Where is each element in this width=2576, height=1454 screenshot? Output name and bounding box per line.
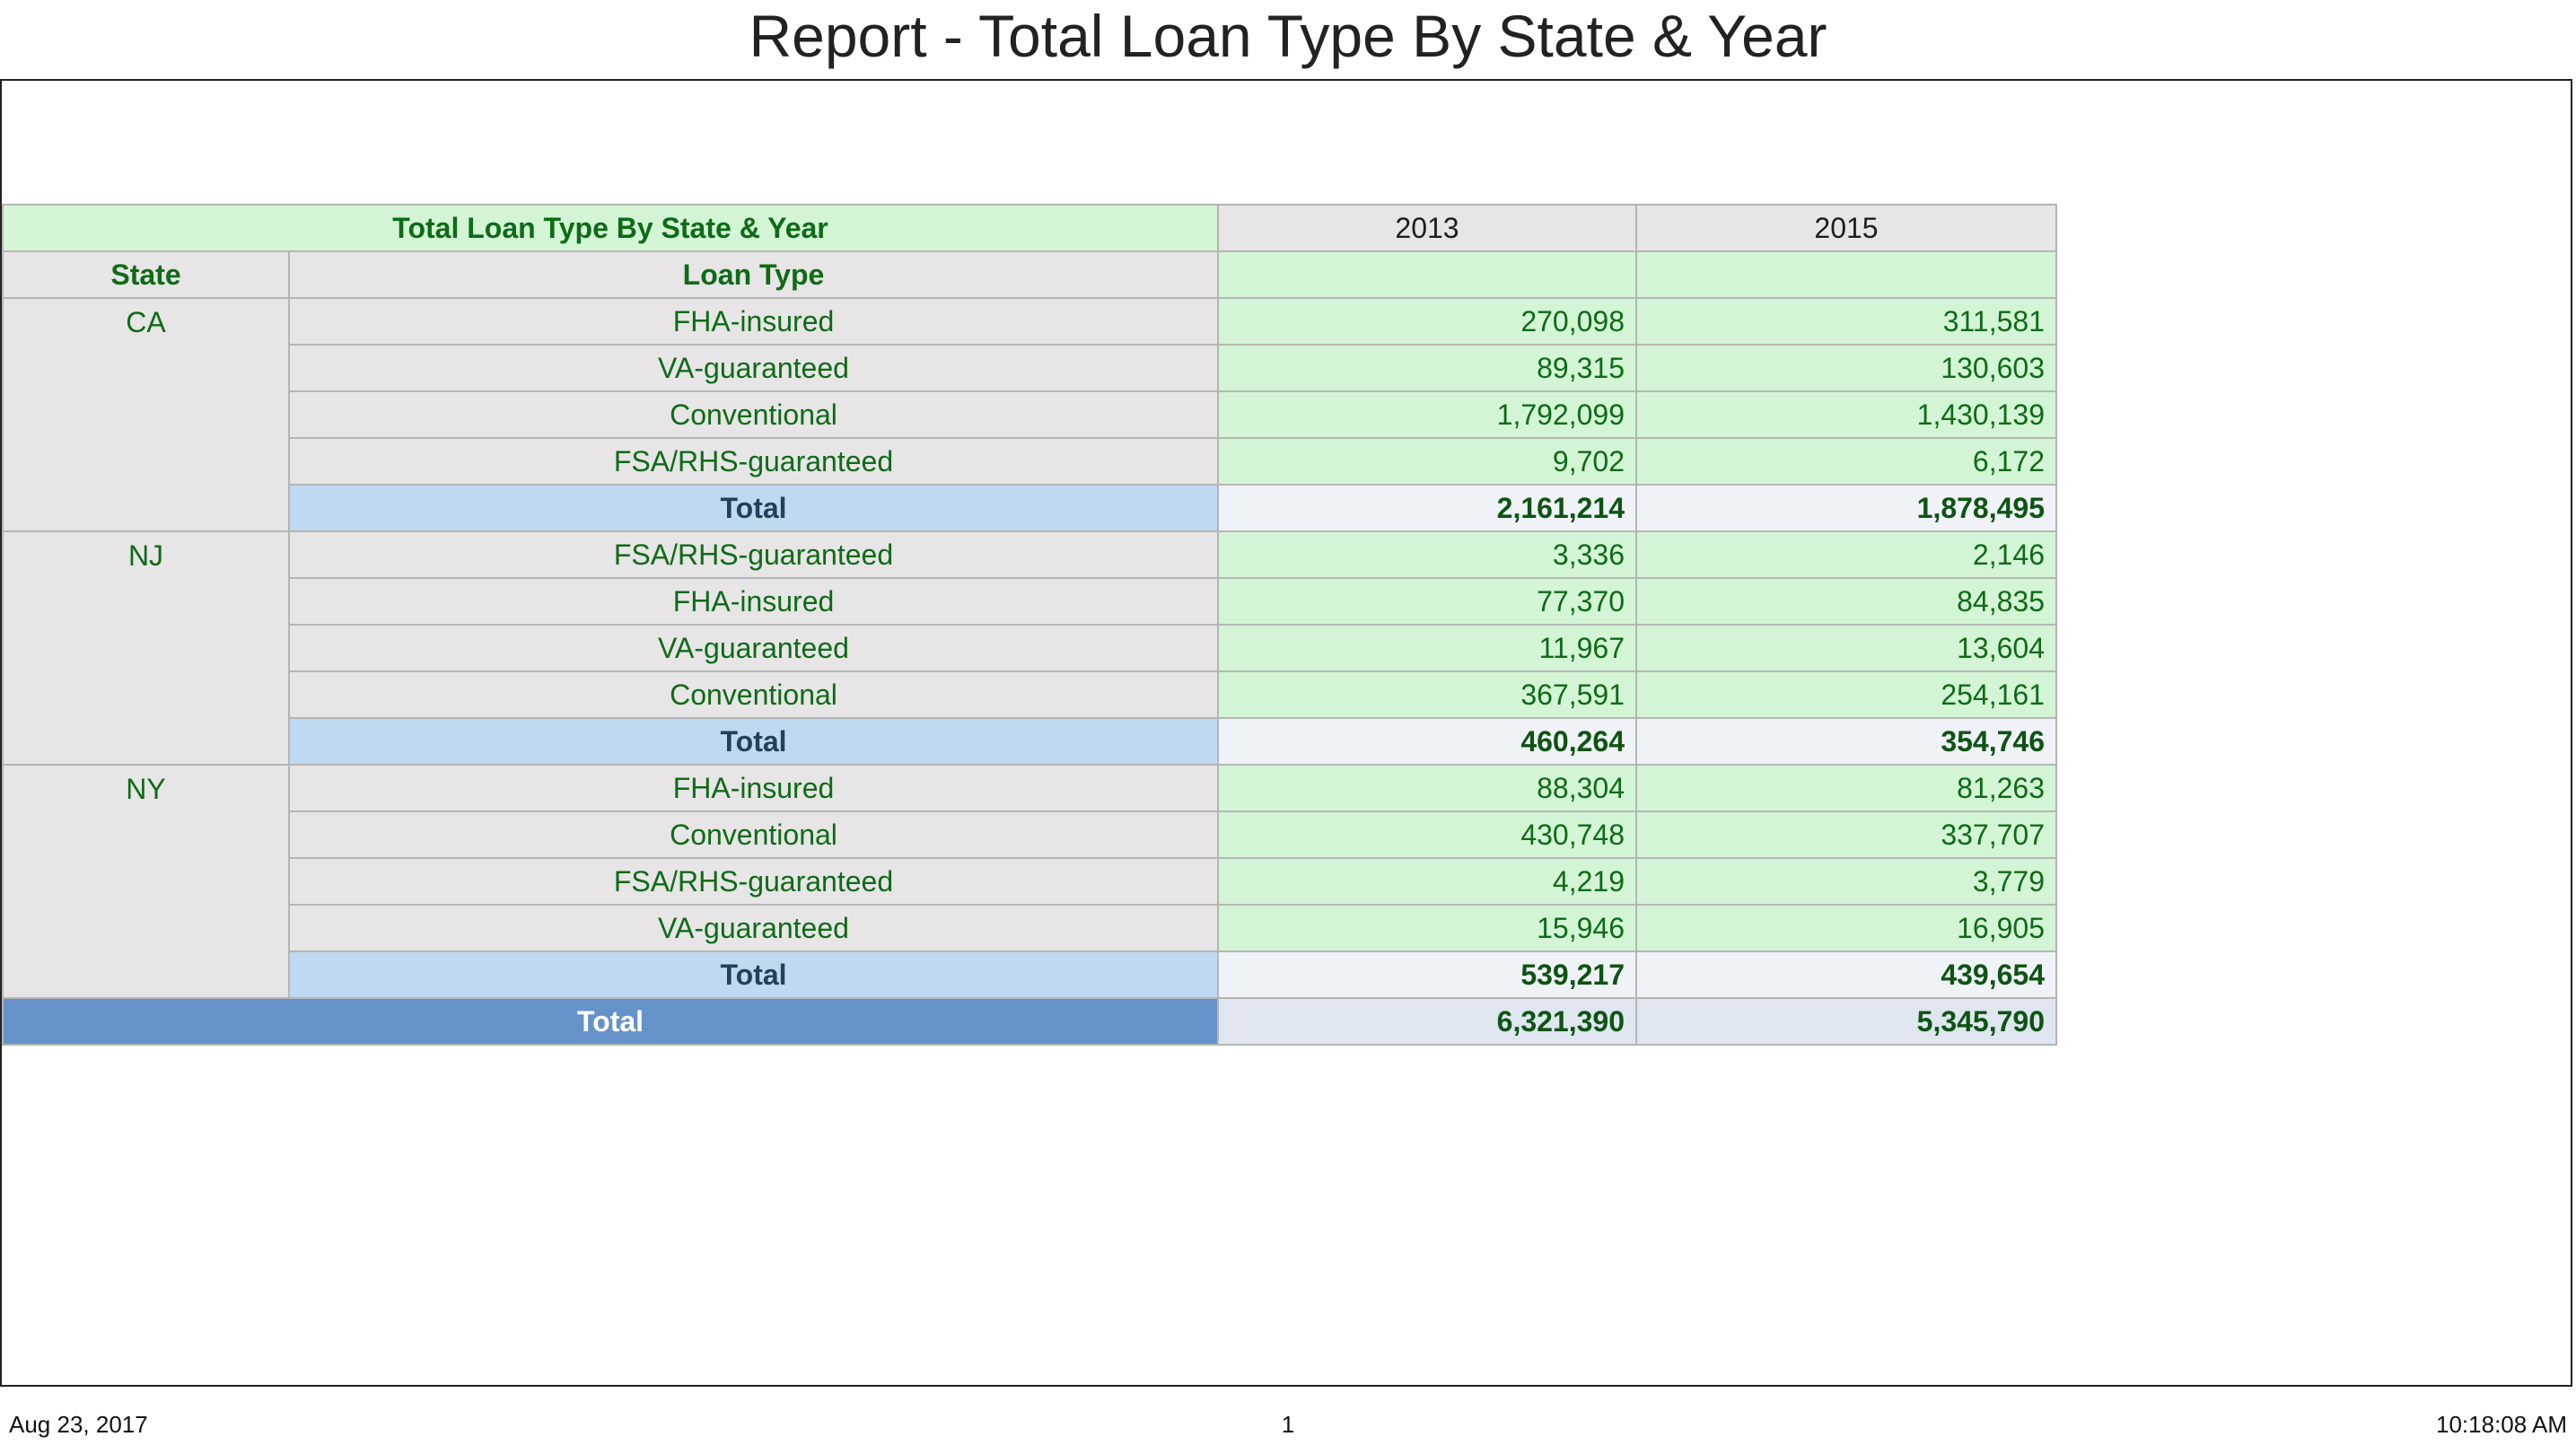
subtotal-2013: 460,264 <box>1217 717 1637 766</box>
state-cell-ca: CA <box>2 297 290 532</box>
subtotal-label: Total <box>288 717 1219 766</box>
subtotal-2015: 439,654 <box>1635 950 2057 999</box>
loan-type-cell: FSA/RHS-guaranteed <box>288 857 1219 906</box>
grand-total-row: Total 6,321,390 5,345,790 <box>2 997 2057 1046</box>
value-cell-2013: 3,336 <box>1217 530 1637 579</box>
value-cell-2015: 130,603 <box>1635 344 2057 392</box>
column-header-blank <box>1635 250 2057 299</box>
value-cell-2015: 337,707 <box>1635 810 2057 859</box>
footer-date: Aug 23, 2017 <box>9 1411 148 1438</box>
loan-type-cell: FHA-insured <box>288 764 1219 812</box>
loan-type-cell: VA-guaranteed <box>288 624 1219 672</box>
state-cell-nj: NJ <box>2 530 290 766</box>
table-row: Conventional 1,792,099 1,430,139 <box>3 390 2057 439</box>
value-cell-2015: 6,172 <box>1635 437 2057 486</box>
column-header-blank <box>1217 250 1637 299</box>
value-cell-2015: 1,430,139 <box>1635 390 2057 439</box>
column-header-loan-type: Loan Type <box>288 250 1219 299</box>
loan-type-cell: VA-guaranteed <box>288 904 1219 952</box>
subtotal-label: Total <box>288 484 1219 532</box>
value-cell-2015: 254,161 <box>1635 670 2057 719</box>
report-title: Report - Total Loan Type By State & Year <box>749 3 1827 69</box>
year-header-2015: 2015 <box>1635 204 2057 252</box>
footer-time: 10:18:08 AM <box>2436 1411 2567 1438</box>
table-row: NJ FSA/RHS-guaranteed 3,336 2,146 <box>2 530 2057 766</box>
value-cell-2013: 270,098 <box>1217 297 1637 346</box>
state-cell-ny: NY <box>2 764 290 999</box>
value-cell-2013: 9,702 <box>1217 437 1637 486</box>
table-row: VA-guaranteed 15,946 16,905 <box>3 904 2057 952</box>
table-row: VA-guaranteed 89,315 130,603 <box>3 344 2057 392</box>
loan-type-cell: FHA-insured <box>288 577 1219 626</box>
subtotal-2015: 354,746 <box>1635 717 2057 766</box>
loan-type-cell: Conventional <box>288 390 1219 439</box>
value-cell-2015: 13,604 <box>1635 624 2057 672</box>
grand-total-2015: 5,345,790 <box>1635 997 2057 1046</box>
value-cell-2013: 89,315 <box>1217 344 1637 392</box>
grand-total-2013: 6,321,390 <box>1217 997 1637 1046</box>
table-row: NY FHA-insured 88,304 81,263 <box>2 764 2057 999</box>
value-cell-2013: 11,967 <box>1217 624 1637 672</box>
subtotal-row: Total 2,161,214 1,878,495 <box>3 484 2057 532</box>
value-cell-2015: 16,905 <box>1635 904 2057 952</box>
value-cell-2015: 81,263 <box>1635 764 2057 812</box>
subtotal-2015: 1,878,495 <box>1635 484 2057 532</box>
year-header-2013: 2013 <box>1217 204 1637 252</box>
value-cell-2013: 4,219 <box>1217 857 1637 906</box>
subtotal-label: Total <box>288 950 1219 999</box>
table-row: FSA/RHS-guaranteed 4,219 3,779 <box>3 857 2057 906</box>
value-cell-2013: 1,792,099 <box>1217 390 1637 439</box>
value-cell-2015: 84,835 <box>1635 577 2057 626</box>
table-row: CA FHA-insured 270,098 311,581 <box>2 297 2057 532</box>
table-row: Conventional 430,748 337,707 <box>3 810 2057 859</box>
loan-type-cell: Conventional <box>288 810 1219 859</box>
value-cell-2013: 430,748 <box>1217 810 1637 859</box>
table-row: FHA-insured 77,370 84,835 <box>3 577 2057 626</box>
loan-type-cell: VA-guaranteed <box>288 344 1219 392</box>
loan-type-cell: FSA/RHS-guaranteed <box>288 437 1219 486</box>
loan-type-cell: Conventional <box>288 670 1219 719</box>
column-header-row: State Loan Type <box>2 250 2057 299</box>
table-title: Total Loan Type By State & Year <box>2 204 1219 252</box>
table-row: Conventional 367,591 254,161 <box>3 670 2057 719</box>
table-row: VA-guaranteed 11,967 13,604 <box>3 624 2057 672</box>
value-cell-2013: 367,591 <box>1217 670 1637 719</box>
value-cell-2013: 15,946 <box>1217 904 1637 952</box>
column-header-state: State <box>2 250 290 299</box>
loan-type-cell: FSA/RHS-guaranteed <box>288 530 1219 579</box>
subtotal-row: Total 539,217 439,654 <box>3 950 2057 999</box>
value-cell-2015: 3,779 <box>1635 857 2057 906</box>
loan-type-cell: FHA-insured <box>288 297 1219 346</box>
grand-total-label: Total <box>2 997 1219 1046</box>
value-cell-2013: 77,370 <box>1217 577 1637 626</box>
subtotal-2013: 2,161,214 <box>1217 484 1637 532</box>
pivot-table: Total Loan Type By State & Year 2013 201… <box>2 204 2057 1046</box>
value-cell-2015: 311,581 <box>1635 297 2057 346</box>
table-header-row: Total Loan Type By State & Year 2013 201… <box>2 204 2057 252</box>
subtotal-2013: 539,217 <box>1217 950 1637 999</box>
value-cell-2013: 88,304 <box>1217 764 1637 812</box>
table-row: FSA/RHS-guaranteed 9,702 6,172 <box>3 437 2057 486</box>
subtotal-row: Total 460,264 354,746 <box>3 717 2057 766</box>
value-cell-2015: 2,146 <box>1635 530 2057 579</box>
footer-page-number: 1 <box>1281 1411 1295 1438</box>
